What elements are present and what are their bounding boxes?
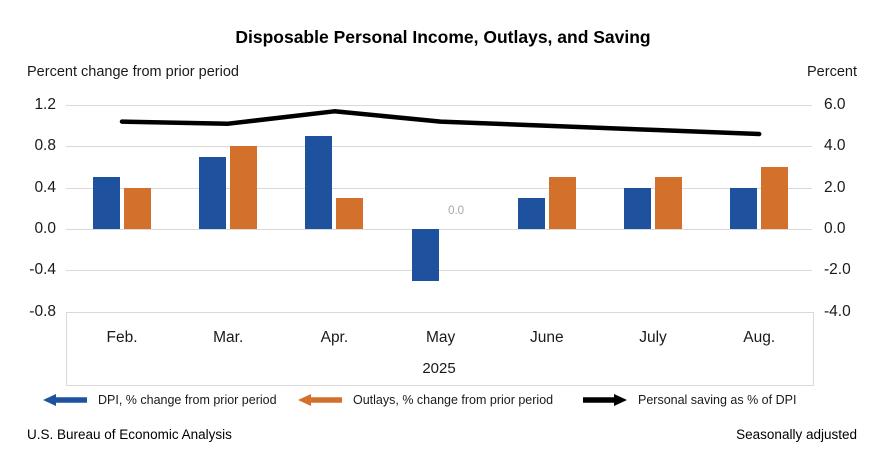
bar-dpi-may: [411, 229, 439, 281]
gridline: [66, 187, 812, 189]
left-axis-tick-label: 1.2: [34, 96, 56, 113]
right-axis-tick-label: 0.0: [824, 220, 846, 237]
bar-outlays-feb: [124, 187, 151, 229]
arrow-right-icon: [583, 394, 627, 406]
zero-value-label: 0.0: [448, 205, 465, 217]
year-label: 2025: [422, 360, 456, 377]
left-axis-tick-label: -0.8: [29, 302, 56, 320]
gridline: [66, 146, 812, 148]
right-axis-tick-label: -2.0: [824, 261, 851, 279]
bar-outlays-aug: [761, 167, 789, 229]
left-axis-tick-label: 0.4: [34, 178, 56, 196]
month-label: Feb.: [106, 329, 138, 346]
right-axis-tick-label: 4.0: [824, 137, 846, 155]
chart-title: Disposable Personal Income, Outlays, and…: [235, 27, 651, 47]
source-attribution: U.S. Bureau of Economic Analysis: [27, 427, 232, 442]
gridline: [66, 229, 812, 230]
bar-outlays-july: [655, 177, 682, 229]
bar-dpi-feb: [93, 177, 120, 229]
month-label: Aug.: [743, 329, 776, 346]
right-axis-tick-label: -4.0: [824, 302, 851, 320]
right-axis-title: Percent: [807, 64, 857, 80]
legend-label: Outlays, % change from prior period: [353, 393, 554, 407]
bar-dpi-mar: [199, 156, 227, 229]
seasonal-adjustment-note: Seasonally adjusted: [736, 427, 857, 442]
right-axis-tick-label: 6.0: [824, 96, 846, 113]
bar-outlays-june: [548, 177, 576, 229]
month-label: May: [425, 329, 456, 346]
left-axis-tick-label: -0.4: [29, 261, 56, 279]
x-axis-label-box: [66, 311, 814, 386]
left-axis-tick-label: 0.8: [34, 137, 56, 155]
arrow-left-icon: [298, 394, 342, 406]
left-axis-title: Percent change from prior period: [27, 64, 239, 80]
bar-dpi-apr: [305, 136, 333, 229]
month-label: Apr.: [320, 329, 349, 346]
legend-item-dpi: DPI, % change from prior period: [43, 387, 277, 413]
legend-label: Personal saving as % of DPI: [638, 393, 797, 407]
legend-label: DPI, % change from prior period: [98, 393, 277, 407]
legend-item-outlays: Outlays, % change from prior period: [298, 387, 553, 413]
month-label: June: [529, 329, 564, 346]
right-axis-tick-label: 2.0: [824, 178, 846, 196]
bar-outlays-mar: [230, 146, 258, 229]
bar-dpi-july: [624, 187, 651, 229]
left-axis-tick-label: 0.0: [34, 220, 56, 237]
bar-dpi-june: [517, 198, 545, 229]
bar-dpi-aug: [730, 187, 758, 229]
month-label: July: [639, 329, 667, 346]
gridline: [66, 270, 812, 272]
gridline: [66, 105, 812, 106]
month-label: Mar.: [213, 329, 244, 346]
legend-item-saving: Personal saving as % of DPI: [583, 387, 796, 413]
legend: DPI, % change from prior period Outlays, …: [0, 387, 886, 413]
arrow-left-icon: [43, 394, 87, 406]
bar-outlays-apr: [336, 198, 364, 229]
